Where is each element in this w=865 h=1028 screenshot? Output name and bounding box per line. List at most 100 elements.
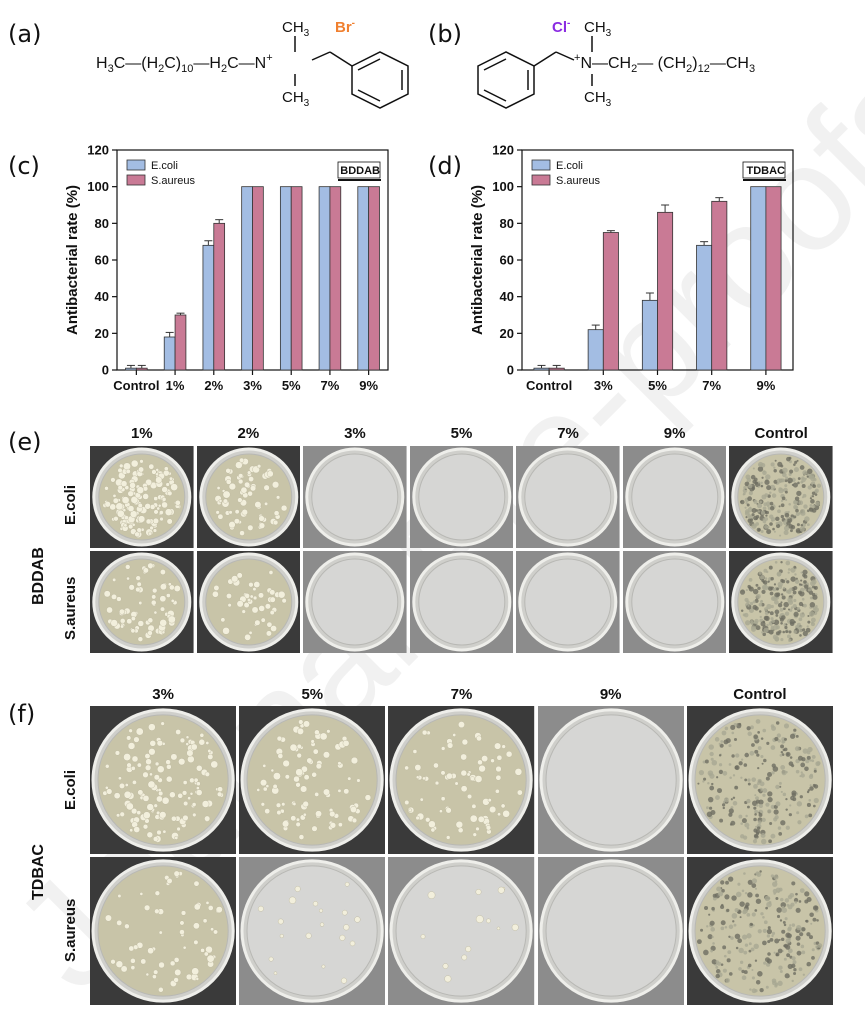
x-tick-label: 5% — [648, 378, 667, 393]
petri-dish-5pct — [239, 857, 386, 1005]
colony — [130, 766, 136, 771]
colony — [766, 771, 772, 777]
colony — [739, 916, 742, 919]
colony — [302, 800, 310, 808]
agar — [97, 865, 229, 997]
colony — [812, 594, 818, 600]
colony — [757, 788, 761, 792]
colony — [783, 923, 787, 927]
bar-saureus — [657, 211, 674, 371]
colony — [117, 467, 123, 473]
structure-b-chain: +N—CH2— (CH2)12—CH3 — [574, 52, 755, 75]
colony — [155, 468, 159, 472]
bar-ecoli — [750, 186, 767, 371]
colony — [790, 576, 797, 582]
colony — [753, 734, 758, 740]
colony — [153, 803, 158, 808]
colony — [772, 766, 778, 772]
colony — [458, 721, 466, 729]
colony — [751, 976, 755, 980]
colony — [788, 813, 792, 817]
colony — [782, 472, 788, 478]
colony — [770, 724, 775, 728]
petri-dish-5pct — [409, 551, 514, 653]
colony — [805, 759, 810, 764]
colony — [173, 585, 181, 592]
colony — [160, 583, 167, 591]
colony — [814, 586, 817, 590]
colony — [767, 926, 771, 930]
colony — [729, 776, 732, 780]
bar-ecoli — [533, 367, 550, 371]
colony — [754, 909, 757, 912]
colony — [167, 490, 173, 496]
colony — [233, 518, 240, 525]
colony — [123, 753, 131, 761]
x-tick-label: 7% — [702, 378, 721, 393]
colony — [431, 827, 436, 833]
colony — [785, 498, 788, 502]
colony — [806, 627, 811, 633]
colony — [158, 930, 163, 935]
colony — [142, 567, 149, 574]
colony — [200, 948, 205, 953]
colony — [476, 915, 485, 923]
colony — [758, 485, 761, 488]
colony — [486, 918, 492, 924]
colony — [788, 510, 791, 514]
colony — [475, 775, 483, 783]
colony — [166, 518, 173, 525]
colony — [477, 759, 484, 766]
colony — [780, 751, 783, 754]
colony — [809, 784, 812, 787]
colony — [731, 920, 735, 923]
x-tick-label: 9% — [359, 378, 378, 393]
y-tick-label: 20 — [500, 326, 514, 341]
colony — [766, 928, 772, 935]
colony — [193, 880, 200, 887]
colony — [747, 963, 752, 968]
colony — [763, 580, 768, 585]
colony — [293, 775, 300, 783]
colony — [189, 777, 195, 784]
colony — [718, 818, 723, 823]
panel-label-e: (e) — [8, 428, 42, 456]
colony — [740, 776, 743, 779]
colony — [791, 797, 797, 802]
colony — [113, 792, 121, 800]
colony — [441, 746, 446, 751]
colony — [251, 606, 258, 614]
colony — [138, 466, 144, 473]
colony — [795, 627, 799, 631]
colony — [136, 810, 142, 815]
agar — [97, 714, 229, 846]
colony — [159, 510, 164, 515]
y-tick-label: 60 — [500, 253, 514, 268]
colony — [151, 599, 157, 606]
colony — [285, 774, 290, 780]
colony — [774, 736, 779, 742]
legend-swatch — [531, 159, 551, 171]
panel-e-row-label-ecoli: E.coli — [62, 484, 79, 525]
colony — [465, 946, 472, 953]
colony — [225, 593, 232, 599]
x-tick-label: 3% — [243, 378, 262, 393]
colony — [806, 625, 810, 628]
colony — [173, 870, 180, 877]
colony — [159, 619, 167, 627]
colony — [795, 925, 802, 931]
colony — [780, 638, 784, 642]
colony — [756, 971, 763, 977]
colony — [755, 625, 761, 631]
colony — [739, 901, 745, 907]
colony — [130, 616, 136, 621]
colony — [228, 482, 236, 491]
colony — [754, 749, 759, 754]
colony — [787, 963, 793, 970]
panel-label-d: (d) — [428, 152, 462, 180]
colony — [784, 917, 788, 921]
colony — [135, 575, 141, 581]
colony — [781, 503, 785, 508]
colony — [702, 760, 706, 764]
colony — [478, 815, 486, 823]
